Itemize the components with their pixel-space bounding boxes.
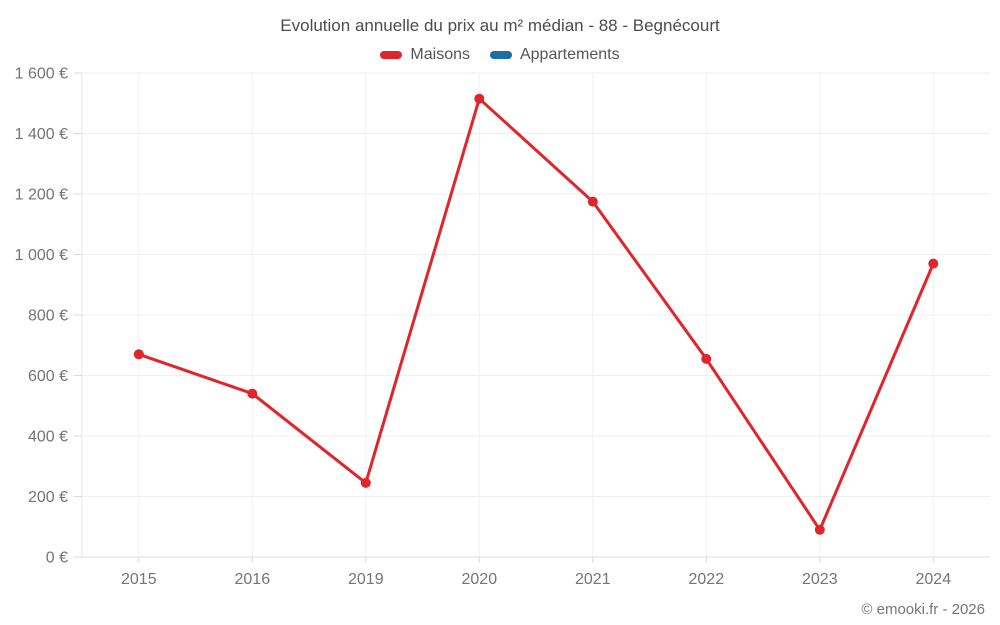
- maisons-data-point-2019[interactable]: [360, 477, 371, 488]
- y-tick-label: 200 €: [28, 489, 68, 506]
- y-tick-label: 1 600 €: [15, 66, 68, 83]
- x-tick-label: 2021: [575, 571, 611, 588]
- x-tick-label: 2020: [462, 571, 498, 588]
- y-tick-label: 800 €: [28, 308, 68, 325]
- maisons-data-point-2024[interactable]: [928, 258, 939, 269]
- appartements-series-swatch-icon: [489, 51, 512, 59]
- y-tick-label: 1 400 €: [15, 126, 68, 143]
- x-tick-label: 2022: [689, 571, 725, 588]
- y-tick-label: 1 000 €: [15, 247, 68, 264]
- maisons-series-swatch-icon: [380, 51, 403, 59]
- legend-label-appartements: Appartements: [519, 46, 620, 63]
- maisons-data-point-2023[interactable]: [814, 524, 825, 535]
- maisons-data-point-2020[interactable]: [474, 93, 485, 104]
- y-tick-label: 1 200 €: [15, 187, 68, 204]
- legend-item-maisons[interactable]: Maisons: [380, 46, 470, 64]
- legend-label-maisons: Maisons: [410, 46, 470, 63]
- chart-legend: Maisons Appartements: [0, 46, 1000, 64]
- chart-title: Evolution annuelle du prix au m² médian …: [280, 16, 720, 35]
- maisons-data-point-2016[interactable]: [247, 388, 258, 399]
- x-tick-label: 2023: [802, 571, 838, 588]
- maisons-data-point-2022[interactable]: [701, 353, 712, 364]
- x-tick-label: 2016: [235, 571, 271, 588]
- x-tick-label: 2019: [348, 571, 384, 588]
- x-tick-label: 2015: [121, 571, 157, 588]
- y-tick-label: 600 €: [28, 368, 68, 385]
- x-tick-label: 2024: [916, 571, 952, 588]
- legend-item-appartements[interactable]: Appartements: [489, 46, 620, 64]
- maisons-line: [137, 97, 935, 532]
- maisons-data-point-2015[interactable]: [133, 349, 144, 360]
- y-tick-label: 400 €: [28, 429, 68, 446]
- copyright-text: © emooki.fr - 2026: [861, 601, 985, 618]
- y-tick-label: 0 €: [46, 550, 68, 567]
- maisons-data-point-2021[interactable]: [587, 196, 598, 207]
